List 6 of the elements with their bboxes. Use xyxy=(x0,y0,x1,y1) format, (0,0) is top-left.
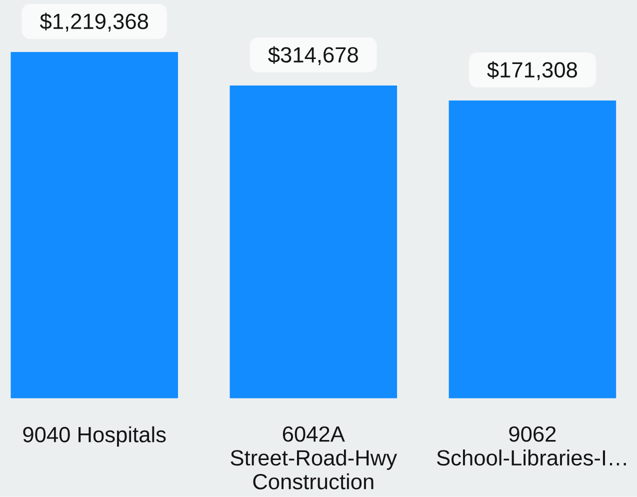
x-tick-label: 6042A Street-Road-Hwy Construction xyxy=(230,426,398,490)
data-label: $314,678 xyxy=(268,46,358,66)
data-label: $1,219,368 xyxy=(40,12,148,32)
x-tick-label: 9040 Hospitals xyxy=(23,426,166,447)
data-label: $171,308 xyxy=(487,61,577,80)
x-tick-label: 9062 School-Libraries-I… xyxy=(437,426,626,466)
